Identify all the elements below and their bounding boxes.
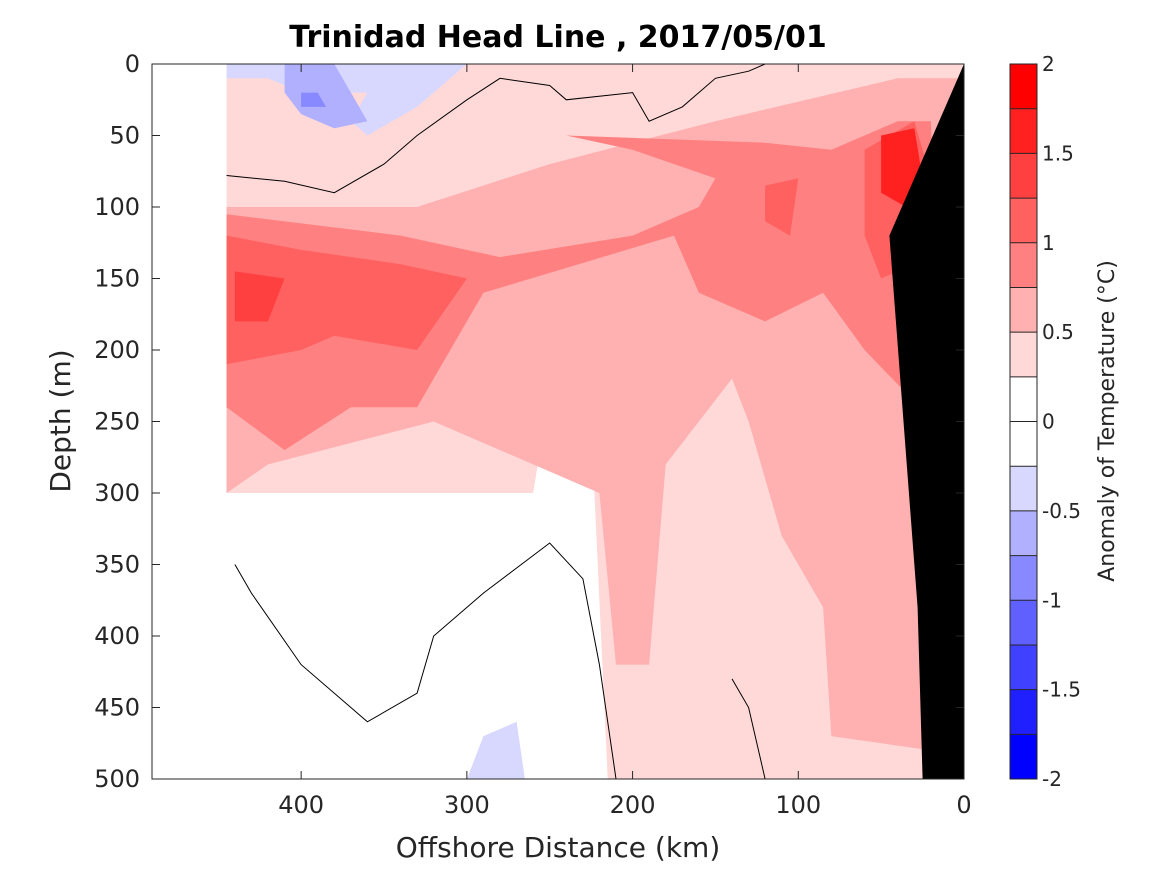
contour-region-warm-anomaly-1.0-c bbox=[765, 178, 799, 236]
colorbar-tick-label: -1 bbox=[1042, 588, 1062, 612]
x-tick-label: 300 bbox=[444, 791, 490, 819]
y-tick-label: 50 bbox=[109, 122, 140, 150]
x-axis-label: Offshore Distance (km) bbox=[396, 831, 721, 864]
chart-title: Trinidad Head Line , 2017/05/01 bbox=[289, 20, 826, 55]
contour-fill-layer bbox=[226, 64, 965, 779]
colorbar-swatch bbox=[1010, 600, 1037, 645]
colorbar-swatch bbox=[1010, 287, 1037, 333]
x-tick-label: 400 bbox=[278, 791, 324, 819]
zero-contour-surface bbox=[226, 63, 766, 194]
y-tick-label: 400 bbox=[94, 622, 140, 650]
colorbar-tick-label: -1.5 bbox=[1042, 678, 1081, 702]
colorbar-tick-label: 0.5 bbox=[1042, 320, 1074, 344]
zero-contour-deep-right bbox=[731, 678, 766, 780]
colorbar-tick-label: -2 bbox=[1042, 767, 1062, 791]
x-tick-label: 200 bbox=[610, 791, 656, 819]
colorbar-swatch bbox=[1010, 153, 1037, 199]
contour-region-warm-anomaly-1.0 bbox=[226, 235, 467, 365]
contour-region-cool-anomaly-bottom bbox=[466, 721, 525, 779]
colorbar-swatch bbox=[1010, 198, 1037, 243]
zero-contour-layer bbox=[226, 63, 766, 780]
colorbar-swatch bbox=[1010, 376, 1037, 422]
y-tick-label: 450 bbox=[94, 694, 140, 722]
y-tick-label: 0 bbox=[125, 50, 140, 78]
colorbar-swatch bbox=[1010, 64, 1037, 109]
plot-area bbox=[151, 63, 965, 780]
contour-region-warm-anomaly-1.25 bbox=[234, 271, 285, 322]
colorbar-swatch bbox=[1010, 332, 1037, 377]
y-tick-label: 500 bbox=[94, 765, 140, 793]
colorbar-swatch bbox=[1010, 242, 1037, 288]
y-tick-label: 200 bbox=[94, 336, 140, 364]
y-tick-label: 350 bbox=[94, 551, 140, 579]
colorbar-swatch bbox=[1010, 644, 1037, 690]
colorbar-tick-label: 2 bbox=[1042, 52, 1055, 76]
bathymetry-layer bbox=[889, 64, 964, 779]
contour-region-warm-anomaly-0.75 bbox=[226, 121, 940, 451]
colorbar-swatch bbox=[1010, 108, 1037, 154]
continental-shelf bbox=[889, 64, 964, 779]
x-axis: 400 300 200 100 0 bbox=[278, 64, 972, 819]
colorbar-swatches bbox=[1010, 64, 1037, 779]
y-tick-label: 300 bbox=[94, 479, 140, 507]
y-axis: 0 50 100 150 200 250 300 350 400 450 500 bbox=[94, 50, 964, 793]
colorbar-swatch bbox=[1010, 466, 1037, 511]
y-tick-label: 100 bbox=[94, 193, 140, 221]
colorbar-swatch bbox=[1010, 421, 1037, 467]
y-tick-label: 150 bbox=[94, 265, 140, 293]
colorbar-swatch bbox=[1010, 510, 1037, 556]
y-tick-label: 250 bbox=[94, 408, 140, 436]
contour-region-cool-anomaly-0.5 bbox=[284, 64, 368, 129]
colorbar: 2 1.5 1 0.5 0 -0.5 -1 -1.5 -2 Anomaly of Tempera… bbox=[1009, 52, 1120, 791]
y-axis-label: Depth (m) bbox=[44, 349, 77, 492]
x-tick-label: 0 bbox=[956, 791, 971, 819]
colorbar-ticks: 2 1.5 1 0.5 0 -0.5 -1 -1.5 -2 bbox=[1010, 52, 1081, 791]
colorbar-tick-label: 1 bbox=[1042, 231, 1055, 255]
zero-contour-deep-left bbox=[234, 542, 617, 780]
colorbar-tick-label: 1.5 bbox=[1042, 141, 1074, 165]
contour-region-cool-anomaly-0.75 bbox=[301, 92, 326, 107]
colorbar-swatch bbox=[1010, 555, 1037, 601]
x-tick-label: 100 bbox=[775, 791, 821, 819]
colorbar-swatch bbox=[1010, 734, 1037, 779]
colorbar-label: Anomaly of Temperature (°C) bbox=[1095, 260, 1120, 582]
colorbar-swatch bbox=[1010, 689, 1037, 735]
colorbar-tick-label: 0 bbox=[1042, 410, 1055, 434]
colorbar-tick-label: -0.5 bbox=[1042, 499, 1081, 523]
